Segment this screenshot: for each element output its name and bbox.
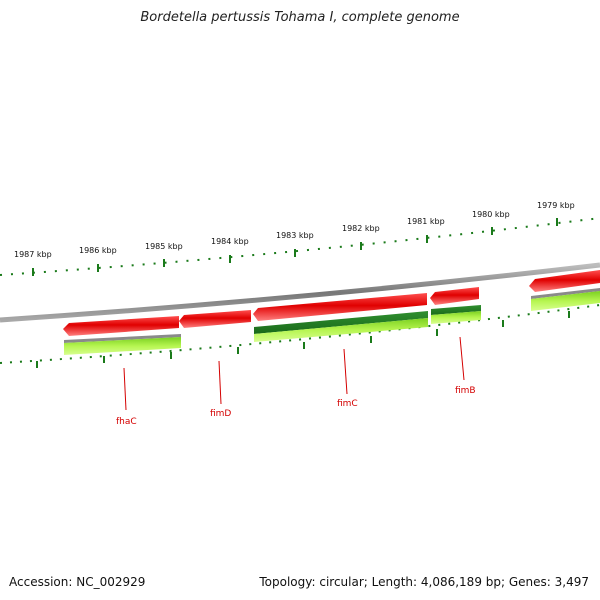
- scale-label-1980: 1980 kbp: [472, 210, 510, 219]
- gene-leader-lines: [123, 336, 465, 411]
- cds-bar-right[interactable]: [531, 291, 600, 311]
- gene-arrow-next[interactable]: [529, 270, 600, 292]
- reverse-genes: [64, 288, 600, 343]
- scale-label-1982: 1982 kbp: [342, 224, 380, 233]
- gene-arrow-fimC[interactable]: [253, 293, 427, 321]
- gene-label-fimB[interactable]: fimB: [455, 386, 476, 396]
- scale-label-1979: 1979 kbp: [537, 201, 575, 210]
- scale-label-1981: 1981 kbp: [407, 217, 445, 226]
- gene-arrow-fimD[interactable]: [179, 310, 251, 328]
- cds-bar-fimB[interactable]: [431, 311, 481, 324]
- gene-arrow-fimB[interactable]: [430, 287, 479, 305]
- green-gene-fimB[interactable]: [431, 305, 481, 315]
- cds-bar-fimC[interactable]: [254, 318, 428, 342]
- scale-label-1986: 1986 kbp: [79, 246, 117, 255]
- accession-text: Accession: NC_002929: [9, 575, 146, 589]
- upper-tick-ruler: [0, 217, 600, 276]
- scale-label-1983: 1983 kbp: [276, 231, 314, 240]
- scale-label-1984: 1984 kbp: [211, 237, 249, 246]
- cds-bar-fhaC[interactable]: [64, 337, 181, 355]
- scale-label-1987: 1987 kbp: [14, 250, 52, 259]
- forward-genes: [63, 270, 600, 336]
- lower-tick-ruler: [0, 304, 600, 364]
- scale-labels: 1987 kbp 1986 kbp 1985 kbp 1984 kbp 1983…: [14, 201, 575, 259]
- green-gene-fimC[interactable]: [254, 311, 428, 334]
- scale-label-1985: 1985 kbp: [145, 242, 183, 251]
- map-title: Bordetella pertussis Tohama I, complete …: [140, 10, 460, 25]
- gene-label-fimC[interactable]: fimC: [337, 399, 358, 409]
- green-gene-right-edge: [531, 288, 600, 299]
- green-gene-fhaC-edge: [64, 334, 181, 343]
- genome-summary-text: Topology: circular; Length: 4,086,189 bp…: [259, 575, 589, 589]
- upper-major-ticks: [32, 218, 558, 276]
- lower-major-ticks: [36, 311, 570, 368]
- gene-labels: fhaC fimD fimC fimB: [116, 386, 476, 427]
- gene-label-fimD[interactable]: fimD: [210, 409, 231, 419]
- genome-backbone: [0, 262, 600, 323]
- gene-arrow-fhaC[interactable]: [63, 316, 179, 336]
- cds-bars: [64, 291, 600, 355]
- gene-label-fhaC[interactable]: fhaC: [116, 417, 137, 427]
